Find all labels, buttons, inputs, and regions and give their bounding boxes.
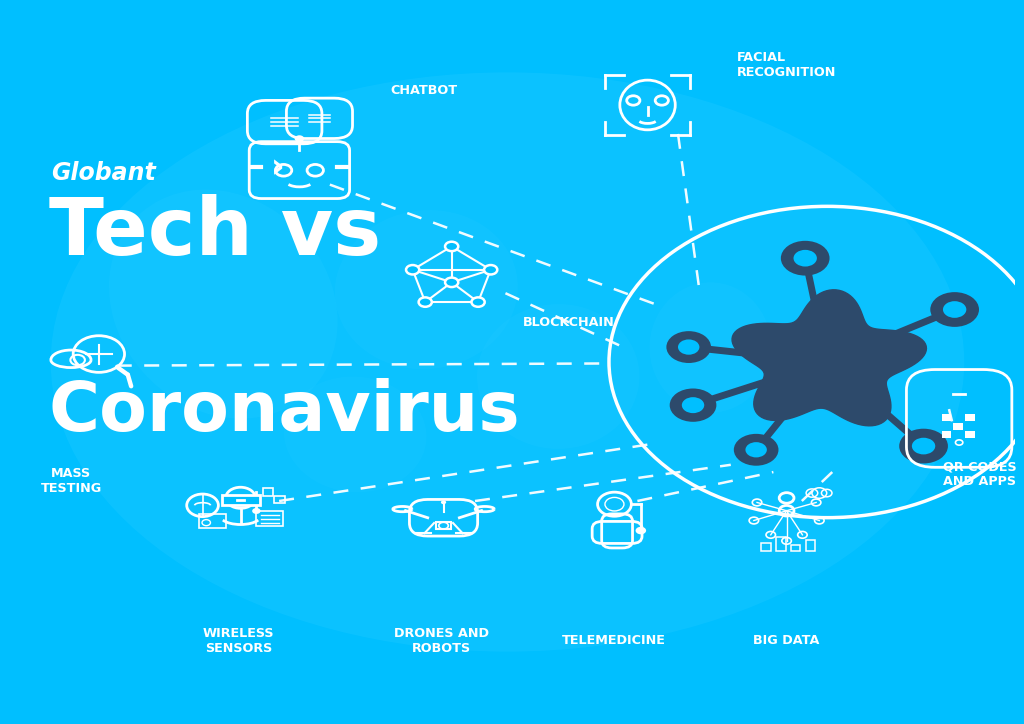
Bar — [953, 423, 964, 430]
Text: BIG DATA: BIG DATA — [754, 634, 820, 647]
Circle shape — [445, 277, 459, 287]
Bar — [221, 494, 259, 505]
Text: QR CODES
AND APPS: QR CODES AND APPS — [943, 460, 1016, 488]
Text: WIRELESS
SENSORS: WIRELESS SENSORS — [203, 627, 274, 654]
Circle shape — [794, 250, 817, 266]
Bar — [942, 414, 951, 421]
Bar — [806, 540, 815, 551]
Circle shape — [930, 292, 979, 327]
Circle shape — [670, 389, 717, 422]
Ellipse shape — [51, 72, 965, 652]
Text: CHATBOT: CHATBOT — [391, 84, 458, 97]
Circle shape — [899, 429, 948, 463]
Text: Globant: Globant — [51, 161, 156, 185]
Circle shape — [734, 434, 778, 466]
Ellipse shape — [477, 304, 639, 449]
Circle shape — [295, 135, 304, 142]
Circle shape — [441, 500, 446, 504]
Circle shape — [252, 508, 260, 514]
Text: FACIAL
RECOGNITION: FACIAL RECOGNITION — [737, 51, 837, 79]
Text: MASS
TESTING: MASS TESTING — [40, 468, 101, 495]
Text: ›: › — [271, 151, 285, 185]
Bar — [436, 522, 451, 529]
Ellipse shape — [335, 210, 518, 369]
Bar — [791, 545, 801, 551]
Text: DRONES AND
ROBOTS: DRONES AND ROBOTS — [394, 627, 489, 654]
Bar — [263, 488, 273, 495]
Circle shape — [911, 438, 935, 455]
Bar — [965, 414, 975, 421]
Bar — [200, 513, 225, 528]
Bar — [274, 495, 285, 503]
Circle shape — [682, 397, 705, 413]
Circle shape — [407, 265, 419, 274]
Bar — [776, 537, 785, 551]
Text: TELEMEDICINE: TELEMEDICINE — [562, 634, 666, 647]
Circle shape — [781, 241, 829, 276]
Ellipse shape — [109, 190, 338, 418]
Circle shape — [667, 331, 711, 363]
Circle shape — [471, 298, 484, 307]
Circle shape — [484, 265, 498, 274]
Ellipse shape — [649, 282, 771, 413]
Circle shape — [943, 301, 967, 318]
Circle shape — [445, 242, 459, 251]
Bar — [256, 511, 283, 526]
Bar — [761, 543, 771, 551]
Bar — [965, 431, 975, 438]
Text: Tech vs: Tech vs — [49, 193, 381, 272]
Text: BLOCKCHAIN: BLOCKCHAIN — [522, 316, 614, 329]
Ellipse shape — [284, 376, 426, 492]
Circle shape — [678, 340, 699, 355]
Circle shape — [419, 298, 432, 307]
Polygon shape — [732, 290, 927, 426]
Circle shape — [636, 527, 646, 534]
Bar — [942, 431, 951, 438]
Text: Coronavirus: Coronavirus — [49, 378, 520, 445]
Circle shape — [745, 442, 767, 458]
